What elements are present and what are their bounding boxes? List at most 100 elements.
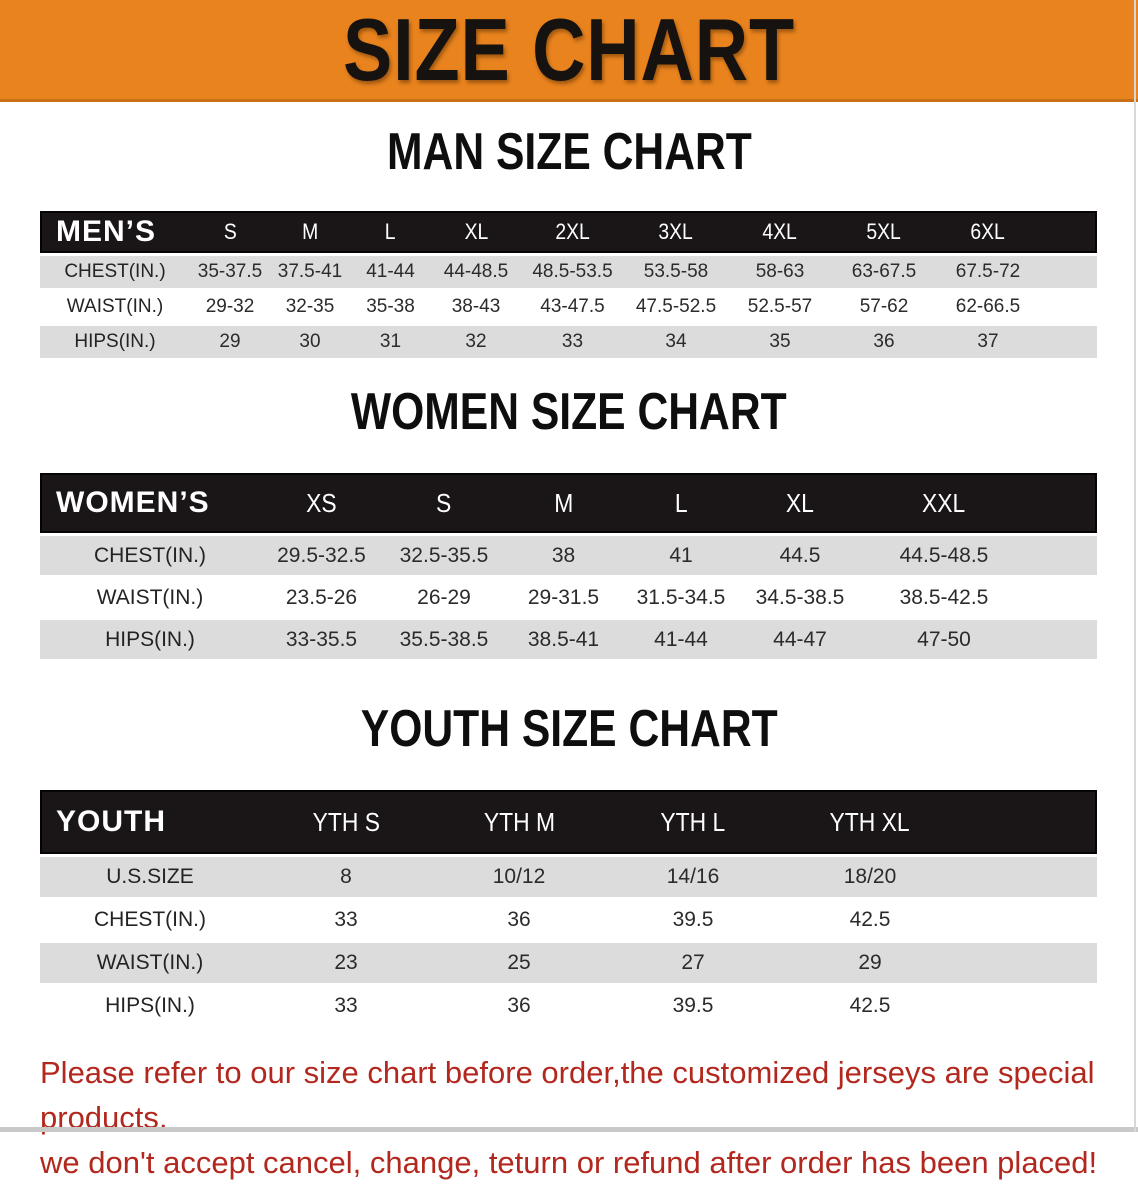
spacer-cell bbox=[1028, 575, 1097, 617]
size-col-header: XL bbox=[431, 211, 521, 253]
row-label: U.S.SIZE bbox=[40, 854, 260, 897]
youth-table-label: YOUTH bbox=[40, 790, 260, 854]
spacer-cell bbox=[1028, 533, 1097, 575]
size-value-cell: 35-38 bbox=[350, 288, 431, 323]
size-value-cell: 33 bbox=[260, 983, 432, 1026]
youth-hips-row: HIPS(IN.) 33 36 39.5 42.5 bbox=[40, 983, 1097, 1026]
spacer-cell bbox=[960, 940, 1097, 983]
size-value-cell: 42.5 bbox=[780, 897, 960, 940]
size-col-header: 5XL bbox=[832, 211, 936, 253]
womens-chest-row: CHEST(IN.) 29.5-32.5 32.5-35.5 38 41 44.… bbox=[40, 533, 1097, 575]
mens-chest-row: CHEST(IN.) 35-37.5 37.5-41 41-44 44-48.5… bbox=[40, 253, 1097, 288]
row-label: WAIST(IN.) bbox=[40, 575, 260, 617]
size-value-cell: 43-47.5 bbox=[521, 288, 624, 323]
size-value-cell: 35-37.5 bbox=[190, 253, 270, 288]
mens-header-row: MEN’S S M L XL 2XL 3XL 4XL 5XL 6XL bbox=[40, 211, 1097, 253]
row-label: CHEST(IN.) bbox=[40, 533, 260, 575]
size-value-cell: 31 bbox=[350, 323, 431, 358]
size-value-cell: 27 bbox=[606, 940, 780, 983]
size-value-cell: 42.5 bbox=[780, 983, 960, 1026]
size-value-cell: 10/12 bbox=[432, 854, 606, 897]
mens-hips-row: HIPS(IN.) 29 30 31 32 33 34 35 36 37 bbox=[40, 323, 1097, 358]
womens-waist-row: WAIST(IN.) 23.5-26 26-29 29-31.5 31.5-34… bbox=[40, 575, 1097, 617]
size-col-header: 4XL bbox=[728, 211, 832, 253]
size-value-cell: 41 bbox=[622, 533, 740, 575]
size-col-header: XL bbox=[740, 473, 860, 533]
size-value-cell: 30 bbox=[270, 323, 350, 358]
size-value-cell: 32.5-35.5 bbox=[383, 533, 505, 575]
order-warning-text: Please refer to our size chart before or… bbox=[40, 1050, 1138, 1185]
size-col-header: 3XL bbox=[624, 211, 728, 253]
row-label: HIPS(IN.) bbox=[40, 617, 260, 659]
size-value-cell: 34 bbox=[624, 323, 728, 358]
size-value-cell: 38.5-42.5 bbox=[860, 575, 1028, 617]
size-value-cell: 32-35 bbox=[270, 288, 350, 323]
title-banner: SIZE CHART bbox=[0, 0, 1138, 102]
youth-section-heading: YOUTH SIZE CHART bbox=[360, 700, 778, 758]
size-value-cell: 38.5-41 bbox=[505, 617, 622, 659]
womens-size-table: WOMEN’S XS S M L XL XXL CHEST(IN.) 29.5-… bbox=[40, 473, 1097, 659]
size-value-cell: 67.5-72 bbox=[936, 253, 1040, 288]
size-col-header: YTH XL bbox=[780, 790, 960, 854]
spacer-cell bbox=[1028, 617, 1097, 659]
image-edge-bottom bbox=[0, 1127, 1138, 1132]
size-col-header: 6XL bbox=[936, 211, 1040, 253]
size-value-cell: 53.5-58 bbox=[624, 253, 728, 288]
size-value-cell: 58-63 bbox=[728, 253, 832, 288]
mens-waist-row: WAIST(IN.) 29-32 32-35 35-38 38-43 43-47… bbox=[40, 288, 1097, 323]
size-value-cell: 39.5 bbox=[606, 897, 780, 940]
size-value-cell: 14/16 bbox=[606, 854, 780, 897]
size-value-cell: 33 bbox=[260, 897, 432, 940]
order-warning-line2: we don't accept cancel, change, teturn o… bbox=[40, 1145, 1098, 1180]
man-section-heading: MAN SIZE CHART bbox=[386, 123, 752, 181]
row-label: HIPS(IN.) bbox=[40, 323, 190, 358]
row-label: CHEST(IN.) bbox=[40, 897, 260, 940]
spacer-cell bbox=[1040, 253, 1097, 288]
size-value-cell: 52.5-57 bbox=[728, 288, 832, 323]
order-warning-line1: Please refer to our size chart before or… bbox=[40, 1055, 1095, 1135]
size-value-cell: 29-31.5 bbox=[505, 575, 622, 617]
mens-table-label: MEN’S bbox=[40, 211, 190, 253]
size-col-header: 2XL bbox=[521, 211, 624, 253]
youth-size-table: YOUTH YTH S YTH M YTH L YTH XL U.S.SIZE … bbox=[40, 790, 1097, 1026]
womens-table-label: WOMEN’S bbox=[40, 473, 260, 533]
size-value-cell: 62-66.5 bbox=[936, 288, 1040, 323]
size-value-cell: 44-47 bbox=[740, 617, 860, 659]
size-value-cell: 44-48.5 bbox=[431, 253, 521, 288]
size-value-cell: 29-32 bbox=[190, 288, 270, 323]
size-value-cell: 23 bbox=[260, 940, 432, 983]
size-col-header: YTH S bbox=[260, 790, 432, 854]
size-value-cell: 23.5-26 bbox=[260, 575, 383, 617]
size-value-cell: 44.5-48.5 bbox=[860, 533, 1028, 575]
size-value-cell: 41-44 bbox=[350, 253, 431, 288]
womens-hips-row: HIPS(IN.) 33-35.5 35.5-38.5 38.5-41 41-4… bbox=[40, 617, 1097, 659]
youth-chest-row: CHEST(IN.) 33 36 39.5 42.5 bbox=[40, 897, 1097, 940]
page-title: SIZE CHART bbox=[343, 0, 795, 99]
youth-ussize-row: U.S.SIZE 8 10/12 14/16 18/20 bbox=[40, 854, 1097, 897]
size-col-header: S bbox=[383, 473, 505, 533]
size-value-cell: 47.5-52.5 bbox=[624, 288, 728, 323]
size-value-cell: 38-43 bbox=[431, 288, 521, 323]
size-value-cell: 41-44 bbox=[622, 617, 740, 659]
size-value-cell: 44.5 bbox=[740, 533, 860, 575]
size-value-cell: 33-35.5 bbox=[260, 617, 383, 659]
spacer-cell bbox=[960, 897, 1097, 940]
youth-header-row: YOUTH YTH S YTH M YTH L YTH XL bbox=[40, 790, 1097, 854]
size-col-header: M bbox=[505, 473, 622, 533]
size-value-cell: 37 bbox=[936, 323, 1040, 358]
size-value-cell: 36 bbox=[432, 897, 606, 940]
spacer-cell bbox=[960, 983, 1097, 1026]
size-value-cell: 35 bbox=[728, 323, 832, 358]
size-col-header: L bbox=[350, 211, 431, 253]
spacer-cell bbox=[960, 854, 1097, 897]
size-col-header: YTH L bbox=[606, 790, 780, 854]
size-col-header: XXL bbox=[860, 473, 1028, 533]
size-col-header: YTH M bbox=[432, 790, 606, 854]
size-value-cell: 26-29 bbox=[383, 575, 505, 617]
size-value-cell: 36 bbox=[832, 323, 936, 358]
size-value-cell: 47-50 bbox=[860, 617, 1028, 659]
size-value-cell: 29 bbox=[780, 940, 960, 983]
spacer-cell bbox=[1040, 323, 1097, 358]
size-value-cell: 35.5-38.5 bbox=[383, 617, 505, 659]
